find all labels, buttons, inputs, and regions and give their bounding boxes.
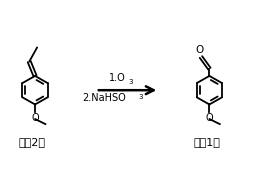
Text: 式（2）: 式（2） [19,137,46,147]
Text: O: O [31,113,39,123]
Text: 1.O: 1.O [109,73,126,83]
Text: 3: 3 [138,94,143,100]
Text: 式（1）: 式（1） [193,137,219,147]
Text: 2.NaHSO: 2.NaHSO [82,93,126,103]
Text: 3: 3 [128,79,133,85]
Text: O: O [195,45,203,55]
Text: O: O [205,113,212,123]
